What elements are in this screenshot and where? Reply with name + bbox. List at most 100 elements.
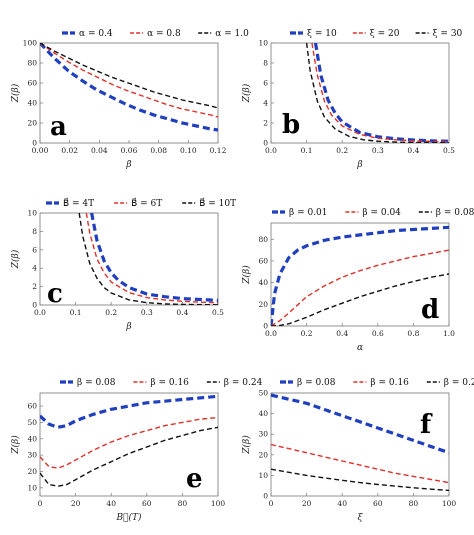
series-line-2: [40, 43, 218, 118]
panel-f: 0 20 40 60 80 100 0 10 20 30 40 50 ξ Ζ(β) β = 0.08 β = …: [241, 378, 474, 523]
x-tick-label: 60: [142, 499, 152, 508]
legend-entry: B⃗ = 6T: [131, 197, 162, 209]
x-tick-label: 0.08: [150, 146, 167, 155]
x-tick-label: 0.12: [210, 146, 227, 155]
y-tick-label: 80: [258, 235, 268, 244]
legend-entry: B⃗ = 10T: [199, 197, 236, 209]
x-tick-label: 0.3: [141, 308, 153, 317]
x-tick-label: 1.0: [443, 329, 455, 338]
x-tick-label: 0.2: [301, 329, 313, 338]
y-tick-label: 60: [27, 79, 37, 88]
y-tick-label: 60: [258, 256, 268, 265]
y-tick-label: 0: [263, 322, 268, 331]
y-tick-label: 20: [258, 300, 268, 309]
x-tick-label: 0.5: [212, 308, 224, 317]
series-line-1: [90, 213, 218, 302]
panel-c: 0.0 0.1 0.2 0.3 0.4 0.5 0 2 4 6 8 10 β Ζ(β) B⃗ = 4T B⃗ …: [10, 197, 236, 332]
x-tick-label: 20: [71, 499, 81, 508]
series-line-3: [271, 468, 449, 492]
y-tick-label: 50: [27, 418, 37, 427]
x-tick-label: 60: [373, 499, 383, 508]
y-tick-label: 10: [27, 483, 37, 492]
y-tick-label: 30: [258, 430, 268, 439]
series-line-3: [40, 426, 218, 487]
y-tick-label: 4: [32, 264, 37, 273]
x-tick-label: 0.3: [372, 146, 384, 155]
y-tick-label: 40: [27, 434, 37, 443]
x-axis-label: B⃗(T): [115, 512, 142, 523]
y-tick-label: 0: [263, 139, 268, 148]
y-axis-label: Ζ(β): [10, 249, 21, 269]
x-tick-label: 0.4: [336, 329, 348, 338]
x-tick-label: 0.8: [407, 329, 419, 338]
x-tick-label: 0.1: [301, 146, 313, 155]
legend-entry: β = 0.16: [370, 378, 409, 388]
series-line-1: [40, 394, 218, 429]
legend-entry: β = 0.08: [436, 208, 474, 218]
panel-b: 0.0 0.1 0.2 0.3 0.4 0.5 0 2 4 6 8 10 β Ζ(β) ξ = 10 ξ = …: [241, 29, 463, 170]
y-tick-label: 6: [32, 245, 37, 254]
y-tick-label: 8: [32, 227, 37, 236]
y-tick-label: 2: [263, 119, 268, 128]
x-tick-label: 0.0: [265, 329, 277, 338]
x-tick-label: 0.2: [105, 308, 117, 317]
x-axis-label: β: [125, 160, 131, 170]
panel-letter: c: [47, 279, 63, 309]
x-tick-label: 0.0: [34, 308, 46, 317]
series-line-2: [85, 213, 218, 304]
x-tick-label: 0: [269, 499, 274, 508]
legend-entry: ξ = 20: [370, 29, 400, 39]
series-line-3: [305, 43, 449, 143]
series-line-3: [40, 43, 218, 109]
x-tick-label: 40: [106, 499, 116, 508]
x-tick-label: 0.10: [180, 146, 197, 155]
legend-entry: β = 0.08: [77, 378, 116, 388]
series-line-1: [40, 43, 218, 132]
y-tick-label: 10: [258, 471, 268, 480]
y-tick-label: 100: [23, 39, 38, 48]
x-tick-label: 40: [337, 499, 347, 508]
panel-d: 0.0 0.2 0.4 0.6 0.8 1.0 0 20 40 60 80 α Ζ(β) β = 0.01…: [241, 208, 474, 353]
x-tick-label: 0.1: [70, 308, 82, 317]
legend-entry: β = 0.08: [297, 378, 336, 388]
legend-entry: β = 0.24: [224, 378, 263, 388]
legend-entry: α = 0.4: [79, 29, 113, 39]
x-tick-label: 20: [302, 499, 312, 508]
x-tick-label: 0.2: [336, 146, 348, 155]
panel-letter: d: [421, 295, 439, 325]
y-axis-label: Ζ(β): [241, 83, 252, 103]
legend-entry: α = 1.0: [215, 29, 249, 39]
y-tick-label: 40: [27, 99, 37, 108]
legend-entry: β = 0.04: [362, 208, 401, 218]
panel-letter: e: [186, 464, 203, 494]
series-line-1: [271, 225, 449, 326]
x-tick-label: 0.04: [91, 146, 108, 155]
y-tick-label: 60: [27, 402, 37, 411]
series-line-1: [271, 393, 449, 455]
y-tick-label: 2: [32, 282, 37, 291]
legend-entry: β = 0.24: [444, 378, 474, 388]
y-tick-label: 10: [258, 39, 268, 48]
plot-frame: [270, 42, 450, 144]
x-axis-label: β: [125, 322, 131, 332]
x-tick-label: 0.00: [32, 146, 49, 155]
x-tick-label: 100: [442, 499, 457, 508]
series-line-3: [271, 273, 449, 326]
y-tick-label: 40: [258, 278, 268, 287]
series-line-2: [271, 249, 449, 326]
y-axis-label: Ζ(β): [10, 435, 21, 455]
y-tick-label: 8: [263, 59, 268, 68]
x-tick-label: 100: [211, 499, 226, 508]
x-tick-label: 0.06: [121, 146, 138, 155]
y-tick-label: 20: [27, 467, 37, 476]
y-tick-label: 30: [27, 451, 37, 460]
panel-letter: a: [50, 112, 67, 142]
y-tick-label: 4: [263, 99, 268, 108]
x-tick-label: 0.02: [61, 146, 78, 155]
x-tick-label: 0.4: [407, 146, 419, 155]
legend-entry: β = 0.01: [289, 208, 328, 218]
panel-letter: f: [420, 410, 433, 440]
y-axis-label: Ζ(β): [241, 265, 252, 285]
